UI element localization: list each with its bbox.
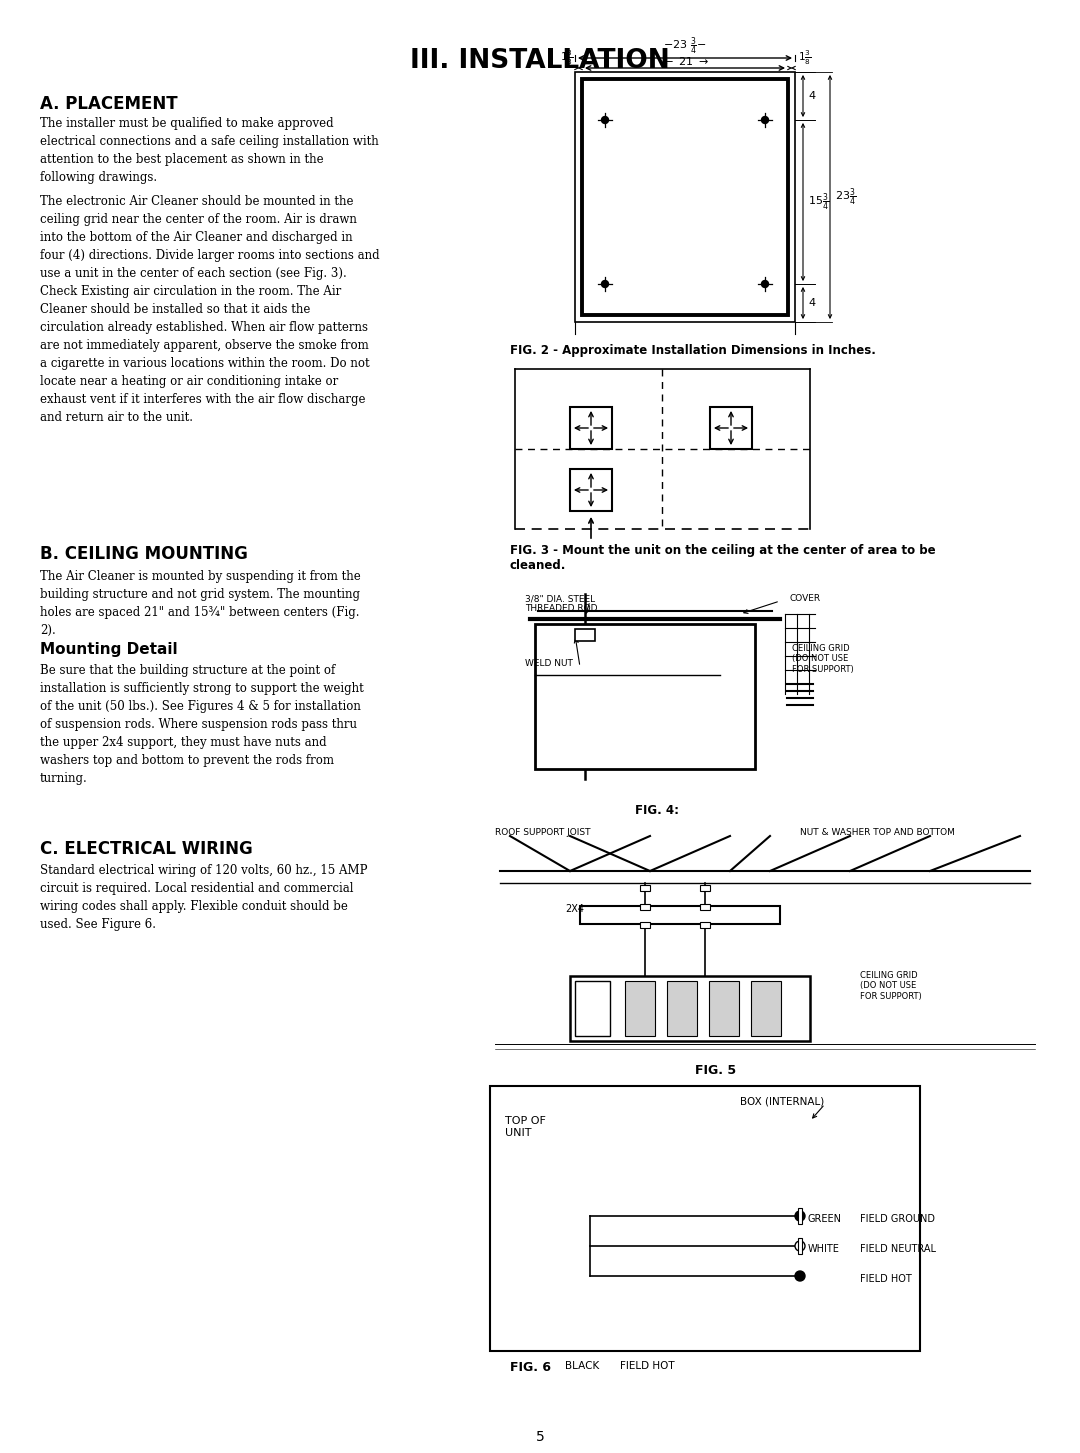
Text: The Air Cleaner is mounted by suspending it from the
building structure and not : The Air Cleaner is mounted by suspending… [40,570,361,636]
Text: 4: 4 [808,298,815,308]
Text: 3/8" DIA. STEEL
THREADED ROD: 3/8" DIA. STEEL THREADED ROD [525,594,597,613]
Text: CEILING GRID
(DO NOT USE
FOR SUPPORT): CEILING GRID (DO NOT USE FOR SUPPORT) [792,644,854,674]
Text: $-$23 $\frac{3}{4}$$-$: $-$23 $\frac{3}{4}$$-$ [663,35,706,57]
Text: FIELD GROUND: FIELD GROUND [860,1215,935,1223]
Bar [667,981,697,1036]
Text: BLACK: BLACK [565,1361,599,1372]
Bar [640,885,650,891]
Text: FIELD HOT: FIELD HOT [860,1274,912,1284]
Text: FIG. 3 - Mount the unit on the ceiling at the center of area to be
cleaned.: FIG. 3 - Mount the unit on the ceiling a… [510,543,935,572]
Text: III. INSTALLATION: III. INSTALLATION [410,48,670,74]
Bar [570,469,612,511]
Bar [625,981,654,1036]
Bar [535,623,755,769]
Bar [700,923,710,928]
Bar [490,1085,920,1351]
Text: FIG. 2 - Approximate Installation Dimensions in Inches.: FIG. 2 - Approximate Installation Dimens… [510,344,876,357]
Bar [570,976,810,1040]
Text: 1$\frac{3}{8}$: 1$\frac{3}{8}$ [559,48,573,67]
Circle shape [602,116,608,124]
Text: FIG. 6: FIG. 6 [510,1361,551,1375]
Bar [570,407,612,449]
Text: Standard electrical wiring of 120 volts, 60 hz., 15 AMP
circuit is required. Loc: Standard electrical wiring of 120 volts,… [40,865,367,931]
Text: 2X4: 2X4 [565,904,584,914]
Text: 4: 4 [808,92,815,102]
Circle shape [761,116,769,124]
Circle shape [795,1210,805,1221]
Text: FIG. 5: FIG. 5 [696,1064,737,1077]
Text: Be sure that the building structure at the point of
installation is sufficiently: Be sure that the building structure at t… [40,664,364,785]
Circle shape [795,1271,805,1282]
Bar [575,629,595,641]
Text: A. PLACEMENT: A. PLACEMENT [40,94,177,113]
Text: Mounting Detail: Mounting Detail [40,642,177,657]
Text: FIG. 4:: FIG. 4: [635,804,679,817]
Text: 1$\frac{3}{8}$: 1$\frac{3}{8}$ [798,48,811,67]
Text: C. ELECTRICAL WIRING: C. ELECTRICAL WIRING [40,840,253,859]
Bar [700,885,710,891]
Bar [575,73,795,323]
Text: B. CEILING MOUNTING: B. CEILING MOUNTING [40,545,248,562]
Bar [751,981,781,1036]
Text: NUT & WASHER TOP AND BOTTOM: NUT & WASHER TOP AND BOTTOM [800,828,955,837]
Text: WELD NUT: WELD NUT [525,660,572,668]
Bar [575,981,610,1036]
Bar [640,904,650,910]
Bar [710,407,752,449]
Text: CEILING GRID
(DO NOT USE
FOR SUPPORT): CEILING GRID (DO NOT USE FOR SUPPORT) [860,971,921,1001]
Bar [580,907,780,924]
Text: WHITE: WHITE [808,1244,840,1254]
Text: 23$\frac{3}{4}$: 23$\frac{3}{4}$ [835,186,856,208]
Text: Check Existing air circulation in the room. The Air
Cleaner should be installed : Check Existing air circulation in the ro… [40,285,369,424]
Circle shape [795,1241,805,1251]
Text: ROOF SUPPORT JOIST: ROOF SUPPORT JOIST [495,828,591,837]
Bar [700,904,710,910]
Text: COVER: COVER [789,594,821,603]
Text: TOP OF
UNIT: TOP OF UNIT [505,1116,545,1138]
Bar [798,1207,802,1223]
Text: FIELD HOT: FIELD HOT [620,1361,675,1372]
Circle shape [761,280,769,288]
Bar [640,923,650,928]
Text: $\leftarrow$ 21 $\rightarrow$: $\leftarrow$ 21 $\rightarrow$ [661,55,708,67]
Bar [708,981,739,1036]
Text: BOX (INTERNAL): BOX (INTERNAL) [740,1096,824,1106]
Text: The electronic Air Cleaner should be mounted in the
ceiling grid near the center: The electronic Air Cleaner should be mou… [40,195,380,280]
Text: GREEN: GREEN [808,1215,842,1223]
Bar [582,78,788,315]
Text: FIELD NEUTRAL: FIELD NEUTRAL [860,1244,936,1254]
Text: 15$\frac{3}{4}$: 15$\frac{3}{4}$ [808,192,829,212]
Text: The installer must be qualified to make approved
electrical connections and a sa: The installer must be qualified to make … [40,118,379,185]
Bar [798,1238,802,1254]
Text: 5: 5 [536,1430,544,1444]
Circle shape [602,280,608,288]
